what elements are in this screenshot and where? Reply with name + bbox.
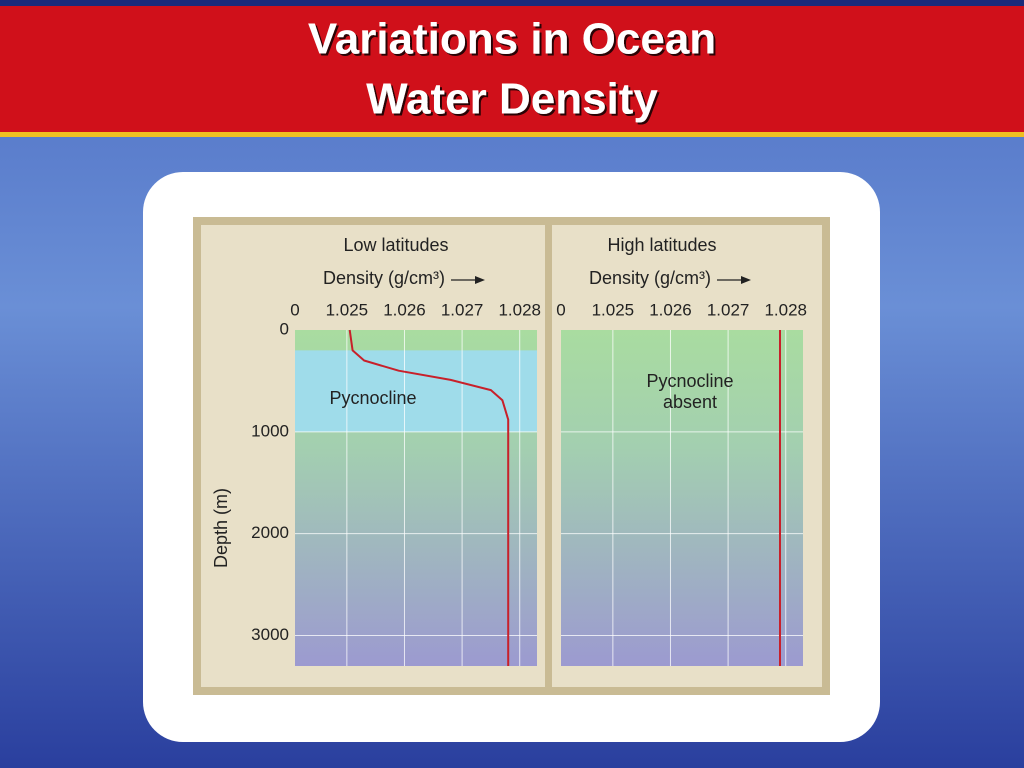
annotation: Pycnocline: [646, 371, 733, 391]
density-line: [348, 329, 510, 666]
y-tick-label: 3000: [251, 625, 289, 644]
y-tick-label: 2000: [251, 523, 289, 542]
top-stripe: [0, 0, 1024, 6]
slide-title: Variations in Ocean: [308, 15, 716, 64]
y-axis-label: Depth (m): [211, 488, 231, 568]
plot-area: [561, 330, 803, 666]
header-rule: [0, 132, 1024, 137]
x-axis-label: Density (g/cm³): [589, 268, 711, 288]
y-tick-label: 0: [280, 319, 289, 338]
arrow-head: [741, 276, 752, 284]
pycnocline-band: [295, 350, 537, 432]
x-tick-label: 1.026: [383, 300, 426, 319]
x-tick-label: 1.025: [326, 300, 369, 319]
x-tick-label: 1.028: [764, 300, 807, 319]
chart-title: High latitudes: [607, 235, 716, 255]
x-tick-label: 0: [290, 300, 299, 319]
x-tick-label: 0: [556, 300, 565, 319]
arrow-head: [475, 276, 486, 284]
x-tick-label: 1.025: [592, 300, 635, 319]
header-bar: [0, 6, 1024, 132]
x-tick-label: 1.027: [441, 300, 484, 319]
x-tick-label: 1.028: [498, 300, 541, 319]
x-tick-label: 1.026: [649, 300, 692, 319]
chart-title: Low latitudes: [343, 235, 448, 255]
divider: [545, 225, 552, 687]
annotation: absent: [663, 392, 717, 412]
annotation: Pycnocline: [329, 388, 416, 408]
x-axis-label: Density (g/cm³): [323, 268, 445, 288]
y-tick-label: 1000: [251, 421, 289, 440]
x-tick-label: 1.027: [707, 300, 750, 319]
slide-title: Water Density: [366, 75, 658, 124]
charts: 0 1.025 1.026 1.027 1.028 0 1000 2000 3000 Low la…: [211, 235, 807, 666]
